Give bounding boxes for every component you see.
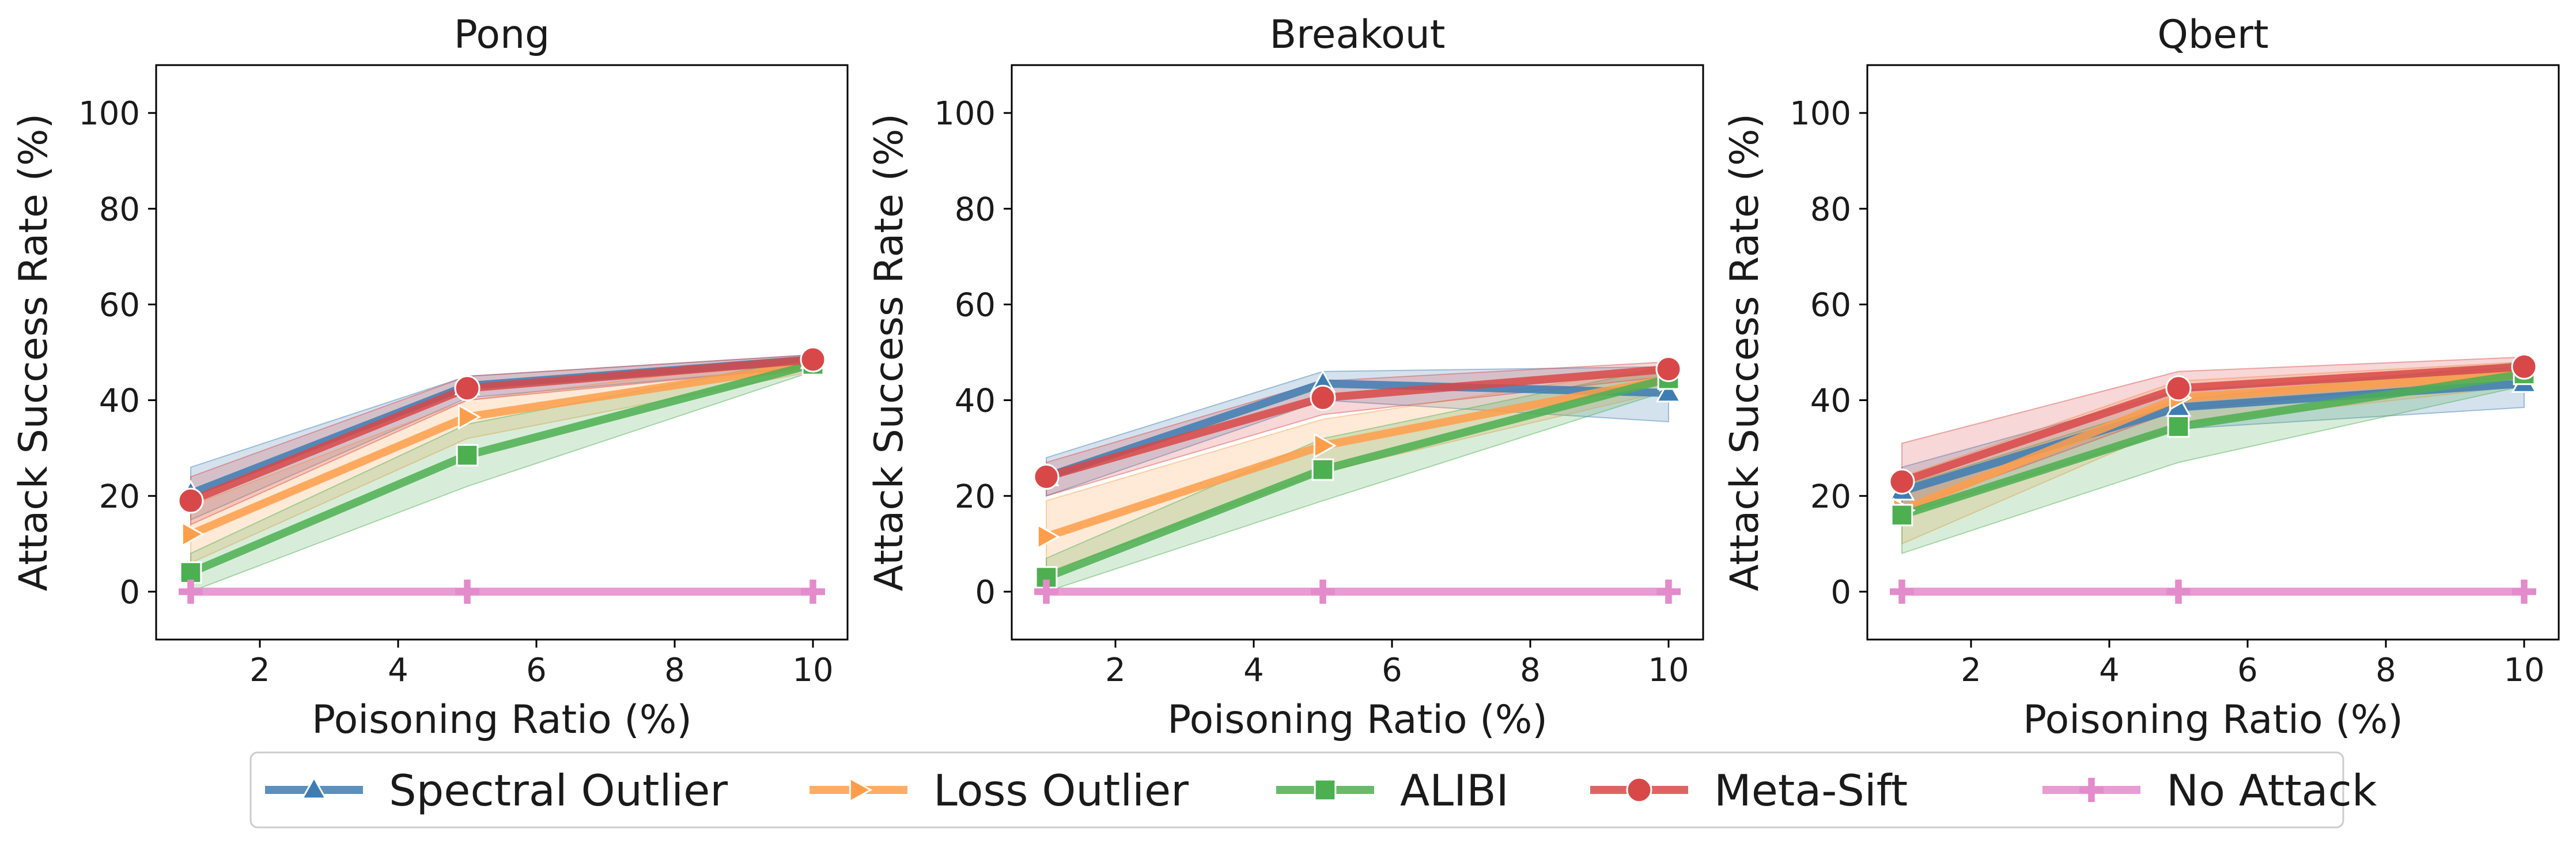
data-point-meta-sift — [177, 487, 204, 514]
data-point-meta-sift — [2165, 375, 2192, 402]
data-point-no-attack — [1656, 579, 1681, 604]
y-tick-label: 0 — [1830, 574, 1851, 611]
y-tick-label: 60 — [955, 286, 996, 324]
x-tick-label: 6 — [2237, 652, 2258, 689]
legend-marker-loss-outlier — [849, 777, 873, 803]
data-point-no-attack — [801, 579, 825, 604]
y-tick-label: 40 — [99, 383, 140, 420]
x-tick-label: 8 — [1520, 652, 1541, 689]
legend-marker-meta-sift — [1626, 777, 1652, 803]
chart-title: Pong — [454, 12, 550, 58]
y-tick-label: 80 — [99, 191, 140, 228]
y-tick-label: 100 — [78, 95, 140, 133]
x-axis-label: Poisoning Ratio (%) — [1167, 697, 1548, 743]
legend-item-loss-outlier: Loss Outlier — [810, 765, 1189, 816]
data-point-no-attack — [455, 579, 479, 604]
y-tick-label: 20 — [955, 478, 996, 516]
x-tick-label: 2 — [249, 652, 270, 689]
data-point-no-attack — [1034, 579, 1058, 604]
x-tick-label: 10 — [1648, 652, 1689, 689]
x-tick-label: 10 — [2503, 652, 2544, 689]
data-point-meta-sift — [1655, 356, 1682, 383]
data-point-alibi — [1311, 458, 1334, 481]
x-axis-label: Poisoning Ratio (%) — [312, 697, 692, 743]
y-tick-label: 0 — [119, 574, 140, 611]
data-point-no-attack — [1311, 579, 1335, 604]
x-tick-label: 2 — [1961, 652, 1981, 689]
y-axis-label: Attack Success Rate (%) — [1722, 114, 1768, 591]
legend-label: ALIBI — [1400, 765, 1509, 816]
x-tick-label: 2 — [1105, 652, 1126, 689]
chart-title: Qbert — [2157, 12, 2268, 58]
y-tick-label: 80 — [1810, 191, 1851, 228]
data-point-alibi — [1890, 504, 1913, 527]
y-axis-label: Attack Success Rate (%) — [11, 114, 56, 591]
legend-label: Meta-Sift — [1714, 765, 1908, 816]
data-point-loss-outlier — [457, 404, 482, 430]
x-tick-label: 10 — [792, 652, 833, 689]
data-point-alibi — [456, 444, 479, 467]
plot-frame — [1011, 64, 1704, 641]
data-point-meta-sift — [454, 375, 481, 402]
x-tick-label: 8 — [664, 652, 685, 689]
legend-marker-alibi — [1314, 778, 1337, 801]
y-tick-label: 80 — [955, 191, 996, 228]
y-tick-label: 100 — [1790, 95, 1851, 133]
legend-item-alibi: ALIBI — [1276, 765, 1509, 816]
plot-frame — [155, 64, 849, 641]
data-point-meta-sift — [1033, 464, 1060, 490]
legend-label: Spectral Outlier — [389, 765, 728, 816]
x-tick-label: 4 — [388, 652, 408, 689]
data-point-spectral-outlier — [1655, 379, 1682, 403]
data-point-loss-outlier — [1313, 433, 1337, 459]
legend-marker-spectral-outlier — [301, 776, 327, 800]
y-tick-label: 20 — [99, 478, 140, 516]
y-tick-label: 40 — [955, 383, 996, 420]
data-point-no-attack — [1890, 579, 1914, 604]
legend-item-no-attack: No Attack — [2042, 765, 2377, 816]
y-tick-label: 100 — [934, 95, 996, 133]
chart-title: Breakout — [1270, 12, 1446, 58]
y-tick-label: 20 — [1810, 478, 1851, 516]
legend: Spectral Outlier Loss Outlier ALIBI Meta-Si… — [249, 751, 2377, 829]
y-tick-label: 60 — [99, 286, 140, 324]
y-tick-label: 60 — [1810, 286, 1851, 324]
data-point-meta-sift — [800, 346, 826, 373]
data-point-meta-sift — [1310, 384, 1336, 411]
legend-item-spectral-outlier: Spectral Outlier — [265, 765, 728, 816]
data-point-alibi — [2167, 415, 2190, 438]
x-tick-label: 4 — [2099, 652, 2120, 689]
x-tick-label: 6 — [1382, 652, 1402, 689]
legend-label: Loss Outlier — [933, 765, 1189, 816]
y-tick-label: 40 — [1810, 383, 1851, 420]
legend-label: No Attack — [2166, 765, 2377, 816]
data-point-no-attack — [2166, 579, 2191, 604]
y-axis-label: Attack Success Rate (%) — [867, 114, 912, 591]
x-tick-label: 6 — [526, 652, 547, 689]
legend-item-meta-sift: Meta-Sift — [1590, 765, 1908, 816]
data-point-no-attack — [2512, 579, 2536, 604]
x-axis-label: Poisoning Ratio (%) — [2023, 697, 2403, 743]
data-point-meta-sift — [1889, 468, 1915, 495]
data-point-loss-outlier — [181, 521, 205, 547]
x-tick-label: 4 — [1243, 652, 1264, 689]
x-tick-label: 8 — [2375, 652, 2396, 689]
legend-marker-no-attack — [2079, 778, 2104, 802]
data-point-loss-outlier — [1037, 523, 1061, 550]
data-point-no-attack — [179, 579, 203, 604]
plot-frame — [1866, 64, 2560, 641]
data-point-meta-sift — [2511, 353, 2537, 380]
y-tick-label: 0 — [975, 574, 996, 611]
